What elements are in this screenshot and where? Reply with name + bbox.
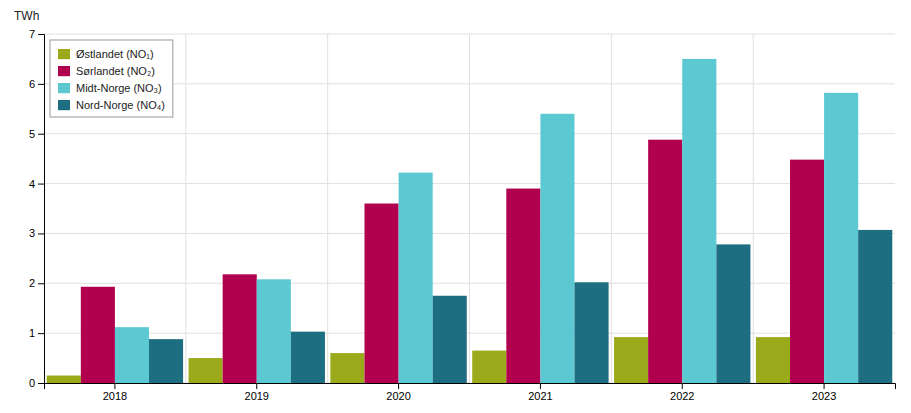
y-tick-mark — [38, 184, 44, 185]
y-tick-mark — [38, 84, 44, 85]
y-tick-label: 2 — [29, 277, 35, 289]
legend-label: Nord-Norge (NO₄) — [76, 99, 165, 111]
bar — [81, 287, 115, 383]
x-tick-mark — [682, 383, 683, 389]
bar — [716, 244, 750, 383]
x-tick-mark — [398, 383, 399, 389]
bar — [575, 282, 609, 383]
x-tick: 2023 — [812, 383, 836, 402]
y-tick: 1 — [29, 327, 44, 339]
legend-item: Nord-Norge (NO₄) — [58, 99, 165, 111]
legend-swatch — [58, 100, 70, 110]
legend-items: Østlandet (NO₁) Sørlandet (NO₂) Midt-Norge… — [58, 48, 165, 111]
bar — [330, 353, 364, 383]
group-separator — [753, 34, 754, 383]
bar — [47, 376, 81, 383]
legend-item: Østlandet (NO₁) — [58, 48, 154, 60]
y-tick-mark — [38, 34, 44, 35]
bar — [472, 351, 506, 383]
legend-label: Sørlandet (NO₂) — [76, 65, 155, 77]
y-tick: 3 — [29, 227, 44, 239]
x-tick-mark — [256, 383, 257, 389]
legend: Østlandet (NO₁) Sørlandet (NO₂) Midt-Norge… — [50, 40, 173, 117]
y-axis-label: TWh — [14, 9, 39, 23]
x-tick-label: 2018 — [103, 390, 127, 402]
x-tick-label: 2023 — [812, 390, 836, 402]
legend-item: Midt-Norge (NO₃) — [58, 82, 162, 94]
legend-item: Sørlandet (NO₂) — [58, 65, 155, 77]
y-tick-label: 5 — [29, 128, 35, 140]
x-axis: 2018 2019 2020 2021 2022 2023 — [45, 383, 896, 402]
bar — [682, 59, 716, 383]
bar — [790, 160, 824, 383]
x-tick-mark — [114, 383, 115, 389]
bar — [189, 358, 223, 383]
y-tick-label: 0 — [29, 377, 35, 389]
y-tick-label: 6 — [29, 78, 35, 90]
bar-series — [115, 59, 858, 383]
y-axis: 0 1 2 3 4 5 6 7 — [29, 28, 45, 389]
y-tick: 7 — [29, 28, 44, 40]
bar-series — [149, 230, 892, 383]
x-tick-mark — [824, 383, 825, 389]
bar — [433, 296, 467, 383]
axis-line — [38, 35, 45, 384]
y-tick-mark — [38, 233, 44, 234]
bar — [149, 339, 183, 383]
legend-swatch — [58, 49, 70, 59]
group-separator — [469, 34, 470, 383]
y-tick-label: 3 — [29, 227, 35, 239]
bar — [506, 189, 540, 383]
x-tick-label: 2021 — [528, 390, 552, 402]
x-tick: 2018 — [103, 383, 127, 402]
y-tick: 4 — [29, 178, 44, 190]
legend-box — [50, 40, 173, 117]
y-tick-label: 4 — [29, 178, 35, 190]
bar — [364, 204, 398, 383]
bar — [614, 337, 648, 383]
group-separator — [611, 34, 612, 383]
grid — [44, 34, 895, 383]
x-tick: 2020 — [386, 383, 410, 402]
bar — [858, 230, 892, 383]
y-tick: 0 — [29, 377, 44, 389]
x-tick: 2021 — [528, 383, 552, 402]
y-tick-mark — [38, 383, 44, 384]
bar — [291, 332, 325, 383]
y-tick: 6 — [29, 78, 44, 90]
x-tick-mark — [540, 383, 541, 389]
bar — [257, 279, 291, 383]
y-tick: 5 — [29, 128, 44, 140]
legend-swatch — [58, 66, 70, 76]
y-tick-mark — [38, 333, 44, 334]
bar — [223, 274, 257, 383]
chart: 0 1 2 3 4 5 6 7 2018 2019 2020 2021 2022 2023 Østlande… — [0, 0, 911, 413]
y-tick-label: 1 — [29, 327, 35, 339]
y-tick-mark — [38, 134, 44, 135]
legend-label: Østlandet (NO₁) — [76, 48, 154, 60]
bar — [648, 140, 682, 383]
bars — [47, 59, 893, 383]
bar — [115, 327, 149, 383]
x-tick: 2022 — [670, 383, 694, 402]
bar — [540, 114, 574, 383]
x-tick-label: 2020 — [386, 390, 410, 402]
legend-label: Midt-Norge (NO₃) — [76, 82, 162, 94]
plot: 0 1 2 3 4 5 6 7 2018 2019 2020 2021 2022 2023 Østlande… — [29, 28, 896, 402]
x-tick: 2019 — [245, 383, 269, 402]
y-tick-label: 7 — [29, 28, 35, 40]
bar — [824, 93, 858, 383]
bar — [756, 337, 790, 383]
group-separator — [185, 34, 186, 383]
legend-swatch — [58, 83, 70, 93]
x-tick-label: 2022 — [670, 390, 694, 402]
group-separator — [327, 34, 328, 383]
bar — [399, 173, 433, 383]
y-tick-mark — [38, 283, 44, 284]
axis-line — [45, 384, 896, 390]
x-tick-label: 2019 — [245, 390, 269, 402]
y-tick: 2 — [29, 277, 44, 289]
